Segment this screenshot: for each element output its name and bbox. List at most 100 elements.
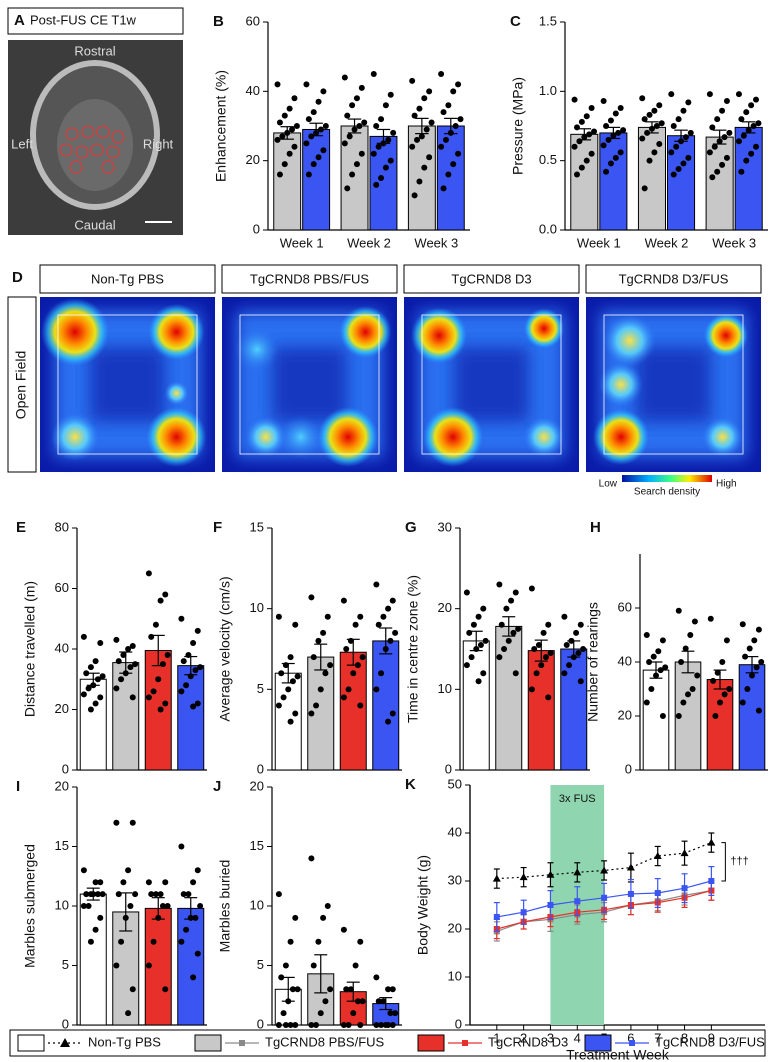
data-point [605,136,612,143]
data-point [583,113,590,120]
data-point [313,702,320,709]
data-point [723,98,730,105]
bar [112,662,140,771]
heatmap-title-box [221,264,398,294]
heatmap-spot [318,407,378,467]
data-point [577,621,584,628]
data-point [656,102,663,109]
data-point [675,116,682,123]
data-point [357,613,364,620]
data-point [97,639,104,646]
y-tick-label: 1.0 [539,83,557,98]
data-point [145,962,152,969]
bar [495,625,523,771]
heatmap-spot [51,413,99,461]
data-point [99,891,106,898]
data-point [691,618,698,625]
data-point [92,700,99,707]
data-point [347,986,354,993]
data-point [392,629,399,636]
data-point [180,891,187,898]
data-point [714,168,721,175]
panel-letter: J [213,778,221,795]
data-point [438,71,445,77]
x-tick-label: 4 [574,1030,581,1045]
marker [519,873,528,881]
data-point [183,926,190,933]
data-point [294,986,301,993]
y-axis-label: Marbles submerged [22,844,38,968]
heatmap-spot [593,409,649,465]
y-tick-label: 0 [253,221,260,236]
marker [574,898,581,905]
data-point [685,99,692,106]
data-point [496,654,503,661]
data-point [662,664,669,671]
data-point [748,150,755,157]
data-point [735,138,742,145]
data-point [83,891,90,898]
data-point [129,694,136,701]
data-point [573,629,580,636]
data-point [426,88,433,95]
legend-marker [462,1040,468,1046]
data-point [129,642,136,649]
data-point [382,102,389,109]
data-point [463,662,470,669]
data-point [721,691,728,698]
data-point [125,646,132,652]
data-point [80,691,87,698]
data-point [387,91,394,98]
data-point [583,157,590,164]
data-point [710,677,717,684]
data-point [378,1022,385,1028]
data-point [178,843,185,850]
bar [177,907,205,1026]
data-point [455,150,462,157]
arena-outline [57,314,198,455]
data-point [411,192,418,199]
y-tick-label: 20 [246,152,260,167]
y-tick-label: 30 [448,872,462,887]
data-point [385,986,392,993]
data-point [389,986,396,993]
data-point [615,129,622,136]
orientation-label: Left [11,136,33,151]
data-point [118,676,125,683]
data-point [346,133,353,140]
heatmap-title-box [585,264,762,294]
data-point [457,116,464,123]
data-point [340,694,347,701]
data-point [409,77,416,84]
data-point [282,1022,289,1028]
data-point [113,636,120,643]
data-point [620,127,627,134]
data-point [515,625,522,632]
data-point [287,938,294,945]
data-point [612,154,619,161]
data-point [687,632,694,638]
data-point [127,664,134,671]
data-point [719,107,726,114]
data-point [689,686,696,692]
data-point [373,581,380,588]
marker [627,890,634,897]
data-point [743,157,750,164]
data-point [505,637,512,644]
bar [738,664,766,771]
data-point [442,136,449,143]
data-point [418,133,425,140]
data-point [87,938,94,945]
data-point [542,654,549,661]
data-point [749,672,755,679]
data-point [653,123,660,129]
legend-swatch [194,1034,222,1052]
data-point [670,171,677,178]
data-point [280,1010,287,1017]
heatmap-title: TgCRND8 D3 [451,271,531,286]
y-tick-label: 80 [55,519,69,534]
data-point [528,585,535,592]
x-tick-label: Week 1 [577,235,621,250]
y-tick-label: 20 [438,600,452,615]
data-point [378,670,385,677]
